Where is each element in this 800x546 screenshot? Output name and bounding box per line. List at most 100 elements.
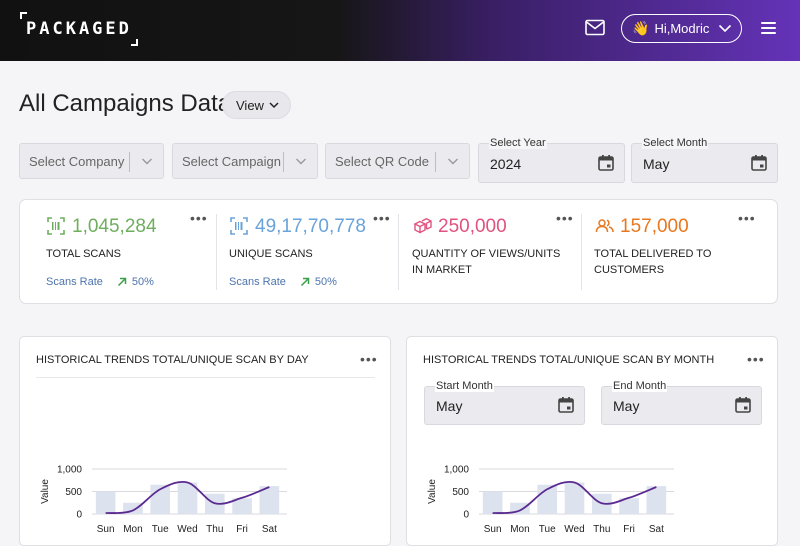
select-year-field[interactable]: Select Year 2024: [478, 137, 625, 183]
delivered-value: 157,000: [620, 216, 689, 237]
y-tick-label: 500: [65, 487, 82, 498]
calendar-icon[interactable]: [734, 396, 752, 414]
hamburger-menu-icon[interactable]: [761, 22, 776, 34]
view-label: View: [236, 97, 264, 113]
x-tick-label: Mon: [123, 524, 142, 535]
calendar-icon[interactable]: [750, 154, 768, 172]
scans-rate-value: 50%: [314, 276, 337, 288]
bar-sun: [95, 491, 116, 514]
chevron-down-icon: [448, 158, 458, 165]
stat-delivered: 157,000 TOTAL DELIVERED TO CUSTOMERS •••: [568, 200, 764, 305]
start-month-field[interactable]: Start Month May: [424, 380, 585, 425]
bar-fri: [619, 498, 639, 514]
x-tick-label: Mon: [510, 524, 529, 535]
mail-icon[interactable]: [585, 19, 605, 36]
unique-scans-value: 49,17,70,778: [255, 216, 366, 237]
stat-units-in-market: 250,000 QUANTITY OF VIEWS/UNITS IN MARKE…: [386, 200, 582, 305]
select-qr-placeholder: Select QR Code: [335, 153, 429, 169]
trend-line: [492, 481, 657, 514]
x-tick-label: Thu: [206, 524, 223, 535]
scans-rate-label: Scans Rate: [229, 276, 286, 288]
scans-rate-label: Scans Rate: [46, 276, 103, 288]
select-qr-code[interactable]: Select QR Code: [325, 143, 470, 179]
total-scans-label: TOTAL SCANS: [46, 248, 121, 260]
x-tick-label: Fri: [236, 524, 248, 535]
waving-hand-icon: 👋: [632, 20, 650, 36]
x-tick-label: Sat: [649, 524, 664, 535]
trend-up-arrow-icon: [300, 277, 310, 287]
x-tick-label: Tue: [539, 524, 556, 535]
daily-card-title: HISTORICAL TRENDS TOTAL/UNIQUE SCAN BY D…: [36, 354, 309, 366]
start-month-label: Start Month: [435, 380, 494, 392]
x-tick-label: Wed: [177, 524, 197, 535]
boxes-icon: [413, 218, 432, 234]
more-options-icon[interactable]: •••: [190, 210, 208, 226]
units-in-market-label: QUANTITY OF VIEWS/UNITS IN MARKET: [412, 248, 561, 276]
more-options-icon[interactable]: •••: [373, 210, 391, 226]
unique-scans-label: UNIQUE SCANS: [229, 248, 313, 260]
unique-scans-rate: Scans Rate 50%: [229, 276, 337, 288]
chevron-down-icon: [718, 24, 732, 33]
bar-sat: [646, 486, 667, 514]
page-title: All Campaigns Data: [19, 90, 232, 117]
more-options-icon[interactable]: •••: [556, 210, 574, 226]
monthly-scan-chart: Value 0 500 1,000 Sun Mon Tue Wed Thu Fri Sat: [427, 465, 674, 535]
total-scans-rate: Scans Rate 50%: [46, 276, 154, 288]
bar-wed: [177, 482, 198, 514]
select-company-placeholder: Select Company: [29, 153, 125, 169]
select-divider: [283, 152, 284, 172]
daily-scan-chart: Value 0 500 1,000 Sun Mon Tue Wed Thu Fri Sat: [40, 465, 287, 535]
users-icon: [595, 219, 614, 233]
monthly-card-title: HISTORICAL TRENDS TOTAL/UNIQUE SCAN BY M…: [423, 354, 715, 366]
x-tick-label: Sun: [97, 524, 115, 535]
select-campaign-placeholder: Select Campaign: [182, 153, 281, 169]
bar-fri: [232, 498, 252, 514]
x-tick-label: Tue: [152, 524, 169, 535]
bar-mon: [510, 502, 530, 514]
logo-corner-top-left: [20, 12, 27, 19]
y-tick-label: 500: [452, 487, 469, 498]
y-axis-label: Value: [40, 479, 51, 504]
x-tick-label: Wed: [564, 524, 584, 535]
select-month-value: May: [643, 156, 670, 172]
stats-panel: 1,045,284 TOTAL SCANS Scans Rate 50% •••…: [19, 199, 778, 304]
trend-up-arrow-icon: [117, 277, 127, 287]
more-options-icon[interactable]: •••: [360, 351, 378, 367]
select-month-label: Select Month: [642, 137, 709, 149]
calendar-icon[interactable]: [597, 154, 615, 172]
brand-logo[interactable]: PACKAGED: [20, 12, 138, 46]
scan-icon: [230, 217, 248, 235]
y-tick-label: 1,000: [444, 465, 469, 476]
scan-icon: [47, 217, 65, 235]
units-in-market-value: 250,000: [438, 216, 507, 237]
monthly-trends-card: HISTORICAL TRENDS TOTAL/UNIQUE SCAN BY M…: [406, 336, 778, 546]
user-menu-button[interactable]: 👋 Hi,Modric: [621, 14, 742, 43]
x-tick-label: Sun: [484, 524, 502, 535]
delivered-label: TOTAL DELIVERED TO CUSTOMERS: [594, 248, 712, 276]
stat-divider: [398, 214, 399, 290]
top-navbar: PACKAGED 👋 Hi,Modric: [0, 0, 800, 61]
bar-wed: [564, 482, 585, 514]
x-tick-label: Sat: [262, 524, 277, 535]
scans-rate-value: 50%: [131, 276, 154, 288]
select-year-value: 2024: [490, 156, 522, 172]
logo-corner-bottom-right: [131, 39, 138, 46]
end-month-value: May: [613, 398, 640, 414]
chevron-down-icon: [142, 158, 152, 165]
view-dropdown-button[interactable]: View: [222, 91, 291, 119]
calendar-icon[interactable]: [557, 396, 575, 414]
select-year-label: Select Year: [489, 137, 547, 149]
more-options-icon[interactable]: •••: [738, 210, 756, 226]
stat-divider: [216, 214, 217, 290]
stat-unique-scans: 49,17,70,778 UNIQUE SCANS Scans Rate 50%…: [203, 200, 399, 305]
select-campaign[interactable]: Select Campaign: [172, 143, 318, 179]
more-options-icon[interactable]: •••: [747, 351, 765, 367]
select-divider: [129, 152, 130, 172]
x-tick-label: Thu: [593, 524, 610, 535]
y-tick-label: 1,000: [57, 465, 82, 476]
end-month-field[interactable]: End Month May: [601, 380, 762, 425]
select-company[interactable]: Select Company: [19, 143, 164, 179]
select-month-field[interactable]: Select Month May: [631, 137, 778, 183]
bar-sat: [259, 486, 280, 514]
total-scans-value: 1,045,284: [72, 216, 157, 237]
